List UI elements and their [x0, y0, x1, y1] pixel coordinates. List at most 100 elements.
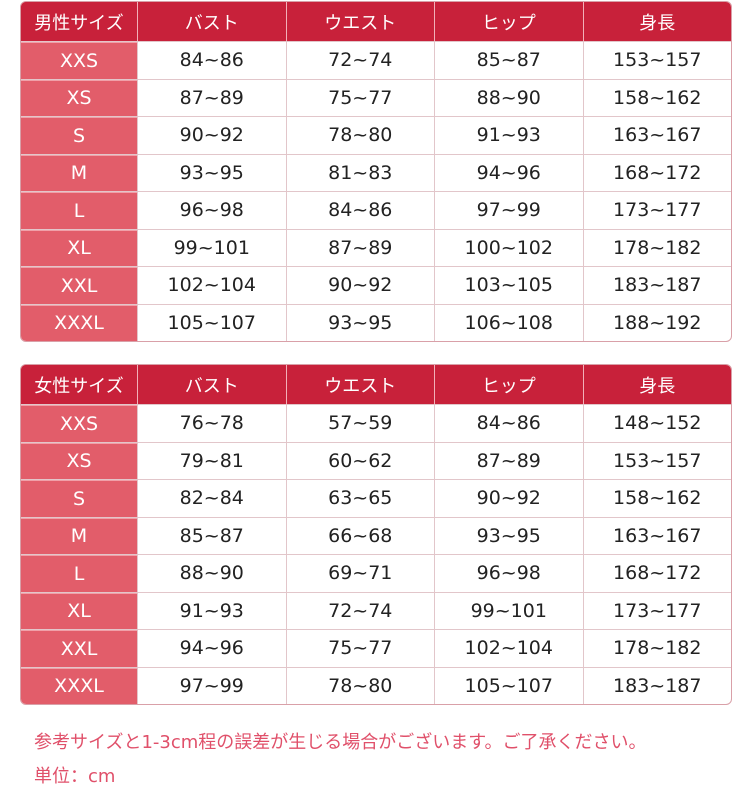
table-cell: 85~87 [434, 42, 583, 79]
table-cell: 75~77 [285, 630, 435, 667]
table-cell: 身長 [582, 2, 732, 41]
size-label: M [21, 517, 137, 554]
table-cell: 69~71 [285, 555, 435, 592]
table-row: XXL 102~104 90~92 103~105 183~187 [21, 266, 731, 304]
table-cell: 97~99 [434, 192, 583, 229]
table-cell: 163~167 [582, 117, 732, 154]
table-row: S 90~92 78~80 91~93 163~167 [21, 116, 731, 154]
table-cell: 173~177 [582, 592, 732, 629]
table-row: XL 91~93 72~74 99~101 173~177 [21, 591, 732, 629]
size-label: XS [21, 79, 137, 116]
table-cell: 99~101 [137, 229, 286, 266]
mens-size-table: 男性サイズ バスト ウエスト ヒップ 身長 XXS 84~86 72~74 85~87 153~1… [20, 1, 732, 342]
table-cell: ヒップ [434, 365, 583, 404]
table-cell: 90~92 [137, 117, 286, 154]
table-cell: 身長 [582, 365, 732, 404]
table-header: 男性サイズ バスト ウエスト ヒップ 身長 [21, 2, 731, 41]
table-cell: 76~78 [137, 405, 286, 442]
table-cell: 100~102 [434, 229, 583, 266]
table-cell: ヒップ [434, 2, 583, 41]
table-cell: 72~74 [285, 592, 435, 629]
table-cell: 63~65 [285, 480, 435, 517]
table-row: S 82~84 63~65 90~92 158~162 [21, 479, 731, 517]
table-cell: 84~86 [434, 405, 583, 442]
table-cell: 90~92 [434, 480, 583, 517]
table-cell: 90~92 [285, 267, 435, 304]
table-cell: 168~172 [582, 154, 732, 191]
size-label: XXL [21, 630, 137, 667]
table-cell: 173~177 [582, 192, 732, 229]
table-cell: 91~93 [434, 117, 583, 154]
size-label: S [21, 117, 137, 154]
size-label: XS [21, 442, 137, 479]
table-cell: 93~95 [434, 517, 583, 554]
table-cell: 105~107 [434, 667, 583, 704]
table-cell: 57~59 [285, 405, 435, 442]
table-row: XXS 84~86 72~74 85~87 153~157 [21, 41, 731, 79]
table-cell: 75~77 [285, 79, 435, 116]
size-label: L [21, 192, 137, 229]
table-cell: 72~74 [285, 42, 435, 79]
table-cell: 158~162 [582, 79, 732, 116]
table-row: M 93~95 81~83 94~96 168~172 [21, 153, 732, 191]
table-cell: 102~104 [434, 630, 583, 667]
table-row: L 96~98 84~86 97~99 173~177 [21, 191, 731, 229]
size-label: M [21, 154, 137, 191]
size-label: XXS [21, 405, 137, 442]
table-cell: 183~187 [582, 667, 732, 704]
table-cell: 106~108 [434, 304, 583, 341]
table-row: M 85~87 66~68 93~95 163~167 [21, 516, 732, 554]
table-cell: 103~105 [434, 267, 583, 304]
table-cell: 79~81 [137, 442, 286, 479]
table-header: 女性サイズ バスト ウエスト ヒップ 身長 [21, 365, 731, 404]
table-cell: 93~95 [137, 154, 286, 191]
table-cell: バスト [137, 365, 286, 404]
table-cell: 94~96 [137, 630, 286, 667]
table-cell: 105~107 [137, 304, 286, 341]
table-cell: 178~182 [582, 229, 732, 266]
table-cell: 99~101 [434, 592, 583, 629]
table-cell: 87~89 [434, 442, 583, 479]
table-cell: 81~83 [285, 154, 435, 191]
table-cell: 168~172 [582, 555, 732, 592]
table-row: XS 79~81 60~62 87~89 153~157 [21, 441, 732, 479]
table-cell: 188~192 [582, 304, 732, 341]
table-cell: 78~80 [285, 117, 435, 154]
table-cell: 96~98 [137, 192, 286, 229]
table-cell: ウエスト [285, 2, 435, 41]
header-cell: 男性サイズ [21, 2, 137, 41]
table-cell: 153~157 [582, 442, 732, 479]
table-row: XXXL 97~99 78~80 105~107 183~187 [21, 666, 732, 704]
table-cell: 148~152 [582, 405, 732, 442]
table-row: XXXL 105~107 93~95 106~108 188~192 [21, 303, 732, 341]
table-cell: 87~89 [137, 79, 286, 116]
table-cell: 60~62 [285, 442, 435, 479]
size-label: XXL [21, 267, 137, 304]
size-label: L [21, 555, 137, 592]
table-cell: 91~93 [137, 592, 286, 629]
table-cell: ウエスト [285, 365, 435, 404]
table-row: XL 99~101 87~89 100~102 178~182 [21, 228, 732, 266]
tolerance-note: 参考サイズと1-3cm程の誤差が生じる場合がございます。ご了承ください。 [34, 732, 647, 753]
table-cell: バスト [137, 2, 286, 41]
table-row: XS 87~89 75~77 88~90 158~162 [21, 78, 732, 116]
size-label: XXXL [21, 667, 137, 704]
table-cell: 94~96 [434, 154, 583, 191]
table-cell: 96~98 [434, 555, 583, 592]
table-cell: 102~104 [137, 267, 286, 304]
size-label: XL [21, 592, 137, 629]
size-label: XL [21, 229, 137, 266]
table-cell: 85~87 [137, 517, 286, 554]
table-cell: 88~90 [434, 79, 583, 116]
header-cell: 女性サイズ [21, 365, 137, 404]
table-cell: 158~162 [582, 480, 732, 517]
womens-size-table: 女性サイズ バスト ウエスト ヒップ 身長 XXS 76~78 57~59 84~86 148~1… [20, 364, 732, 705]
table-cell: 84~86 [285, 192, 435, 229]
table-cell: 84~86 [137, 42, 286, 79]
size-label: S [21, 480, 137, 517]
size-label: XXXL [21, 304, 137, 341]
table-cell: 163~167 [582, 517, 732, 554]
table-cell: 88~90 [137, 555, 286, 592]
table-cell: 78~80 [285, 667, 435, 704]
table-row: L 88~90 69~71 96~98 168~172 [21, 554, 731, 592]
